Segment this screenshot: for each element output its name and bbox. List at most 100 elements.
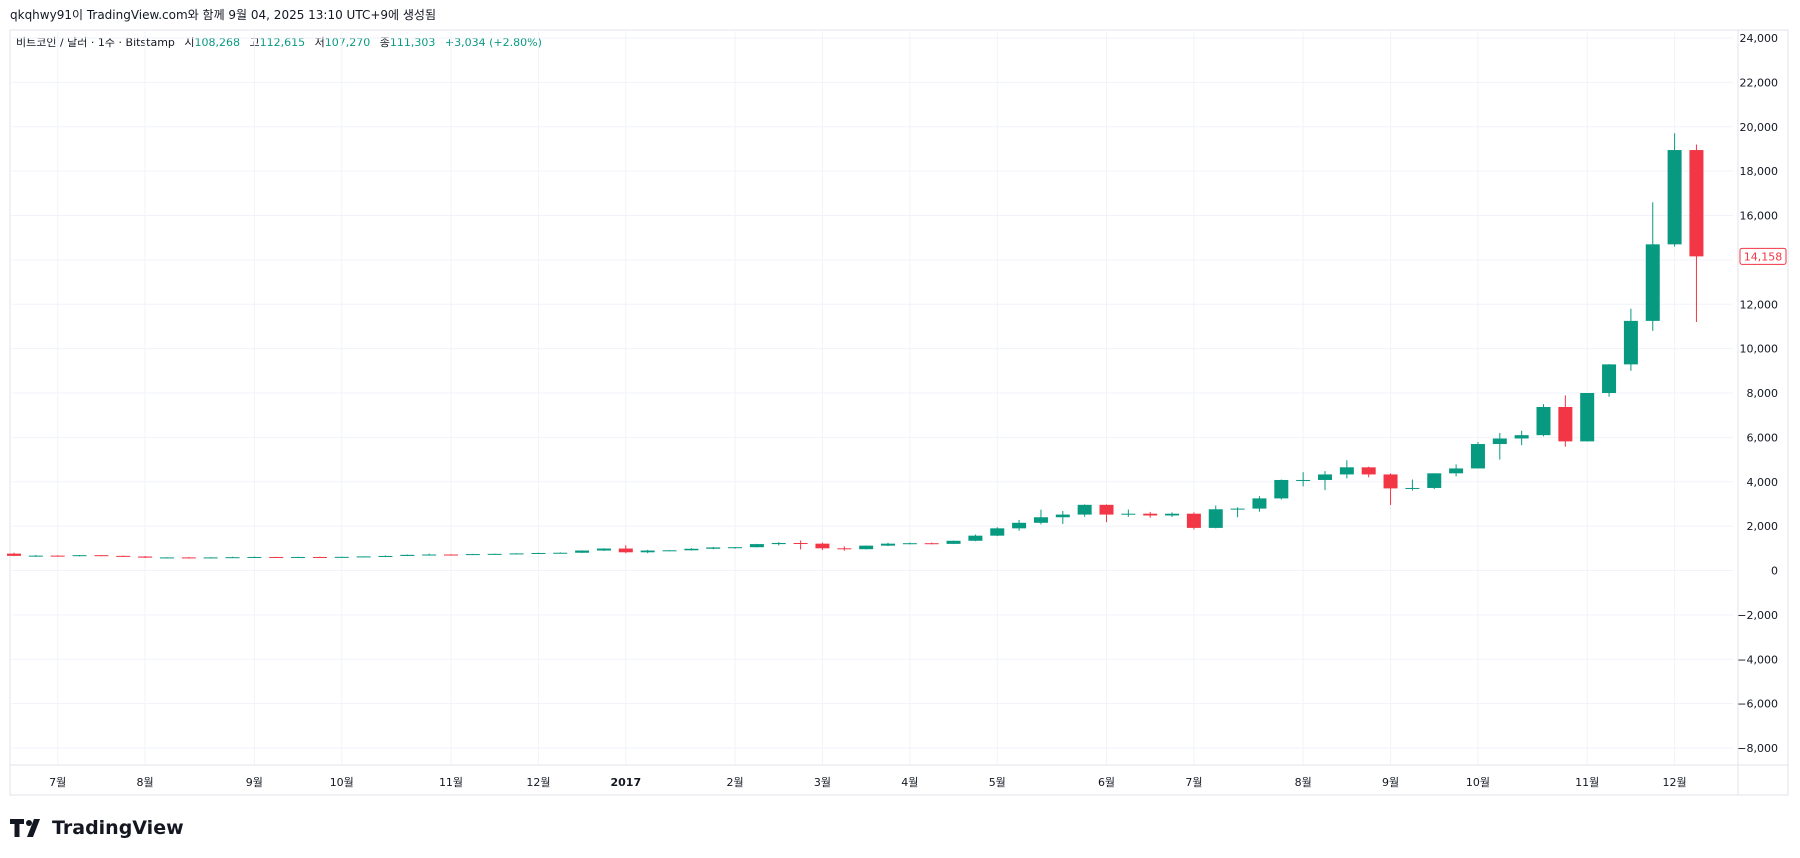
candle-up [1492, 432, 1507, 460]
candle-body [1165, 513, 1180, 516]
y-tick-label: 10,000 [1740, 343, 1779, 356]
candle-up [749, 543, 764, 548]
candle-down [924, 542, 939, 545]
candle-down [138, 556, 153, 559]
candle-down [1383, 473, 1398, 506]
candle-up [1602, 364, 1617, 397]
candle-body [269, 556, 284, 558]
candle-body [334, 556, 349, 558]
candle-down [618, 545, 633, 554]
candle-up [881, 542, 895, 547]
high-value: 112,615 [259, 36, 306, 49]
y-tick-label: 12,000 [1740, 298, 1779, 311]
candle-up [1536, 404, 1551, 437]
y-tick-label: 6,000 [1747, 431, 1779, 444]
last-price-badge-text: 14,158 [1744, 250, 1783, 263]
candle-body [1274, 479, 1289, 499]
candle-body [596, 548, 611, 551]
candle-body [356, 556, 371, 558]
low-label: 저 [314, 36, 325, 49]
x-tick-label: 12월 [526, 776, 550, 789]
x-tick-label: 7월 [1185, 776, 1202, 789]
candle-up [859, 545, 874, 550]
candle-up [1339, 460, 1354, 479]
candle-body [1449, 468, 1464, 474]
time-axis[interactable]: 7월 8월 9월 10월 11월 12월 2017 2월 3월 4월 5월 6월 7월 8월 9월 10월 11… [49, 776, 1687, 789]
candle-down [1143, 511, 1158, 518]
candle-up [356, 556, 371, 558]
candle-body [1318, 474, 1332, 480]
tradingview-logo[interactable]: TradingView [10, 817, 184, 839]
y-tick-label: 16,000 [1740, 210, 1779, 223]
candle-body [1296, 479, 1311, 481]
candle-up [990, 527, 1005, 537]
candle-up [771, 542, 786, 546]
candle-body [444, 554, 458, 556]
candle-body [138, 556, 153, 558]
candle-down [181, 556, 196, 559]
candle-down [50, 555, 65, 557]
candle-up [1405, 479, 1420, 491]
tradingview-logo-icon [10, 819, 40, 837]
candles [7, 133, 1704, 559]
candle-up [662, 550, 677, 552]
candle-body [1470, 444, 1485, 469]
candle-body [618, 548, 633, 553]
candle-body [203, 557, 218, 559]
candle-up [1645, 202, 1660, 331]
candle-up [400, 554, 415, 557]
candle-down [1186, 512, 1201, 530]
candlestick-chart[interactable]: 24,00022,00020,00018,00016,00014,00012,0… [0, 0, 1800, 800]
y-tick-label: 18,000 [1740, 165, 1779, 178]
candle-body [924, 543, 939, 545]
x-tick-label: 11월 [1575, 776, 1599, 789]
candle-body [1427, 473, 1442, 488]
candle-up [72, 554, 87, 557]
close-label: 종 [379, 36, 390, 49]
candle-down [269, 556, 284, 558]
candle-up [1623, 308, 1638, 371]
price-axis[interactable]: 24,00022,00020,00018,00016,00014,00012,0… [1737, 32, 1778, 755]
x-tick-label: 6월 [1098, 776, 1115, 789]
candle-body [1143, 513, 1158, 516]
x-tick-label: 10월 [1466, 776, 1490, 789]
candle-up [1121, 509, 1136, 517]
candle-body [684, 548, 699, 551]
candle-body [1361, 467, 1376, 475]
candle-up [1427, 473, 1442, 490]
candle-body [1623, 320, 1638, 365]
candle-body [575, 550, 590, 553]
grid-lines [10, 30, 1788, 795]
tradingview-logo-text: TradingView [52, 817, 184, 839]
candle-body [247, 556, 262, 558]
x-tick-label: 8월 [1295, 776, 1312, 789]
candle-body [400, 554, 415, 556]
symbol-title[interactable]: 비트코인 / 달러 · 1주 · Bitstamp [16, 36, 175, 49]
candle-body [1121, 513, 1136, 515]
candle-down [7, 552, 21, 557]
x-tick-label: 3월 [814, 776, 831, 789]
candle-body [72, 555, 87, 557]
candle-body [1492, 438, 1507, 445]
x-tick-label: 9월 [246, 776, 263, 789]
low-value: 107,270 [324, 36, 371, 49]
candle-body [1099, 504, 1114, 515]
candle-up [902, 542, 917, 545]
y-tick-label: −4,000 [1737, 653, 1778, 666]
candle-up [1208, 505, 1223, 529]
candle-body [793, 542, 808, 544]
candle-body [1077, 504, 1092, 515]
candle-body [291, 556, 306, 558]
candle-body [1580, 393, 1595, 442]
candle-up [291, 556, 306, 558]
candle-up [159, 557, 174, 559]
candle-body [815, 543, 830, 549]
y-tick-label: 8,000 [1747, 387, 1779, 400]
candle-body [837, 548, 852, 550]
candle-up [1012, 519, 1027, 531]
candle-up [596, 548, 611, 551]
y-tick-label: 4,000 [1747, 476, 1779, 489]
candle-body [771, 542, 786, 545]
candle-down [793, 540, 808, 550]
candle-up [1274, 479, 1289, 500]
